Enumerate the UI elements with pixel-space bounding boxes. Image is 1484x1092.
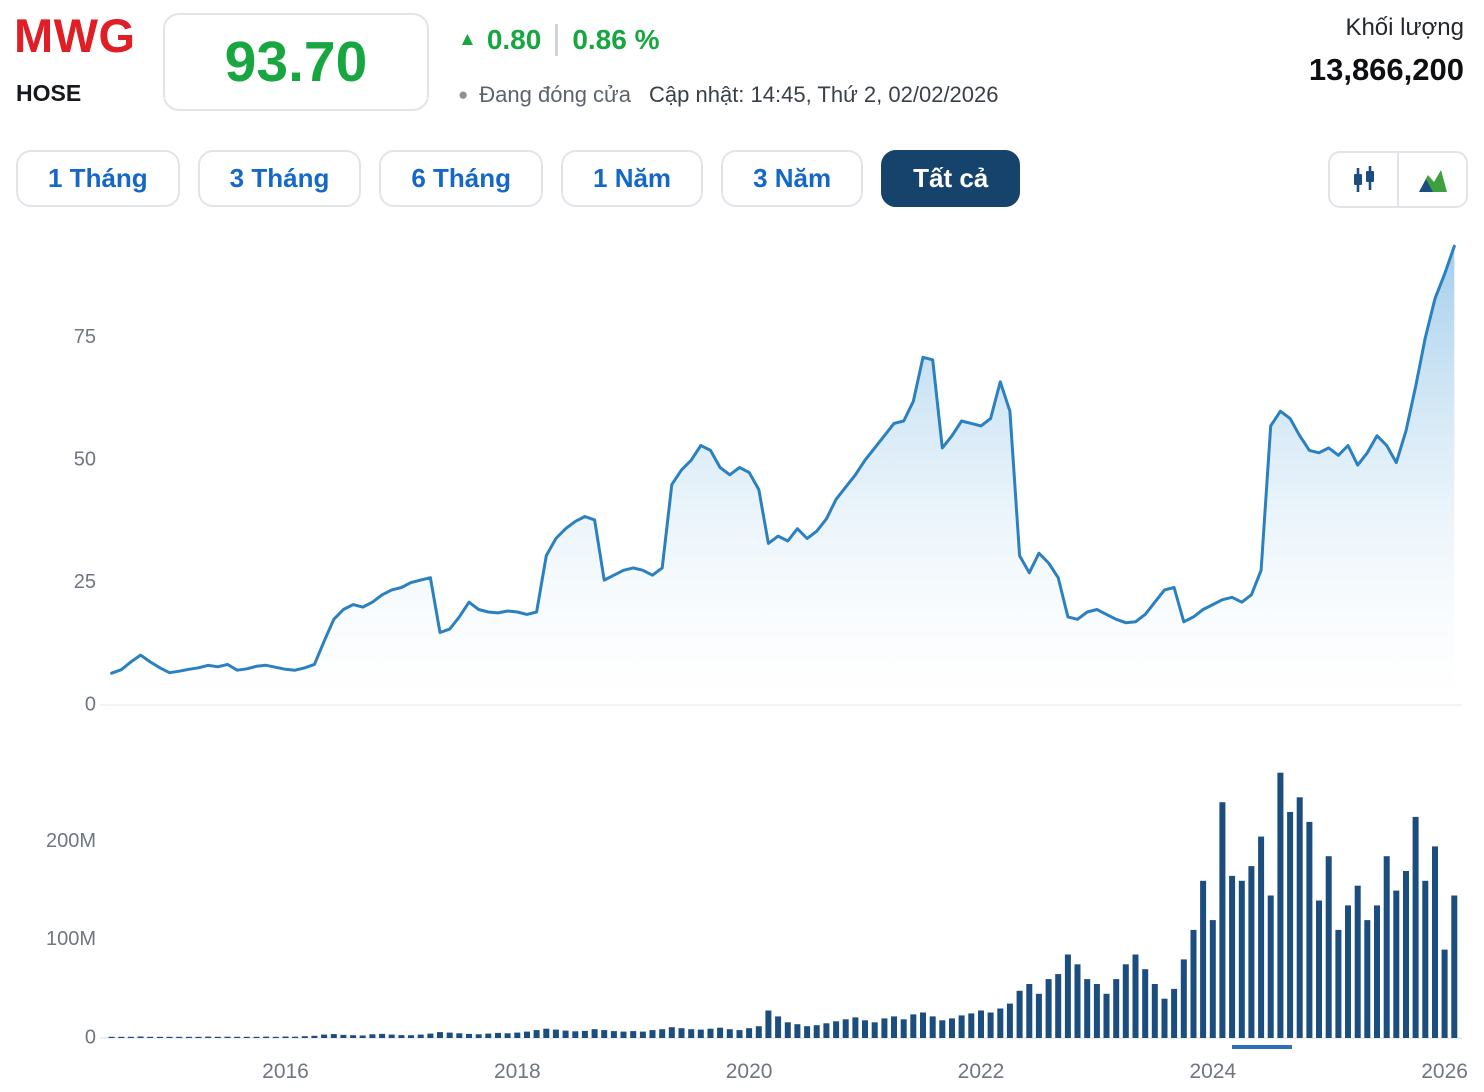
svg-text:100M: 100M [46, 928, 96, 950]
svg-text:2018: 2018 [494, 1060, 541, 1083]
last-updated: Cập nhật: 14:45, Thứ 2, 02/02/2026 [649, 82, 999, 107]
up-arrow-icon: ▲ [458, 29, 477, 50]
svg-text:25: 25 [74, 571, 96, 593]
ticker-symbol: MWG [14, 9, 136, 62]
svg-text:2020: 2020 [726, 1060, 773, 1083]
price-box: 93.70 [163, 13, 429, 111]
svg-text:2026: 2026 [1421, 1060, 1468, 1083]
area-chart-icon [1418, 169, 1447, 192]
range-button-6m[interactable]: 6 Tháng [379, 150, 544, 207]
svg-text:0: 0 [85, 1026, 96, 1048]
candlestick-icon [1353, 165, 1374, 192]
market-status-row: ● Đang đóng cửa Cập nhật: 14:45, Thứ 2, … [458, 82, 999, 108]
exchange-label: HOSE [16, 80, 82, 106]
volume-block: Khối lượng 13,866,200 [1309, 14, 1464, 88]
svg-text:2024: 2024 [1189, 1060, 1236, 1083]
change-value: 0.80 [486, 24, 542, 55]
range-button-3m[interactable]: 3 Tháng [197, 150, 362, 207]
volume-bar-chart[interactable]: 200M 100M 0 2016 2018 2020 2022 2024 2026 [0, 748, 1484, 1092]
svg-text:75: 75 [74, 326, 96, 348]
divider [555, 24, 559, 56]
market-status: Đang đóng cửa [479, 82, 632, 107]
last-price: 93.70 [224, 30, 368, 94]
svg-text:0: 0 [85, 693, 96, 715]
area-chart-toggle[interactable] [1399, 153, 1466, 206]
svg-text:200M: 200M [46, 830, 96, 852]
range-button-1m[interactable]: 1 Tháng [16, 150, 180, 207]
change-percent: 0.86 % [572, 24, 660, 55]
range-button-1y[interactable]: 1 Năm [561, 150, 704, 207]
range-button-3y[interactable]: 3 Năm [721, 150, 864, 207]
volume-label: Khối lượng [1345, 14, 1464, 41]
svg-text:50: 50 [74, 448, 96, 470]
svg-text:2022: 2022 [958, 1060, 1005, 1083]
candlestick-toggle[interactable] [1330, 153, 1397, 206]
price-area-chart[interactable]: 75 50 25 0 [0, 215, 1484, 715]
status-dot-icon: ● [458, 85, 469, 104]
time-range-selector: 1 Tháng 3 Tháng 6 Tháng 1 Năm 3 Năm Tất … [16, 150, 1021, 207]
volume-value: 13,866,200 [1308, 52, 1464, 87]
svg-text:2016: 2016 [262, 1060, 309, 1083]
price-change-row: ▲ 0.80 0.86 % [458, 24, 659, 56]
range-button-all[interactable]: Tất cả [881, 150, 1021, 207]
toggle-divider [1397, 153, 1399, 206]
chart-type-toggle [1328, 151, 1468, 208]
